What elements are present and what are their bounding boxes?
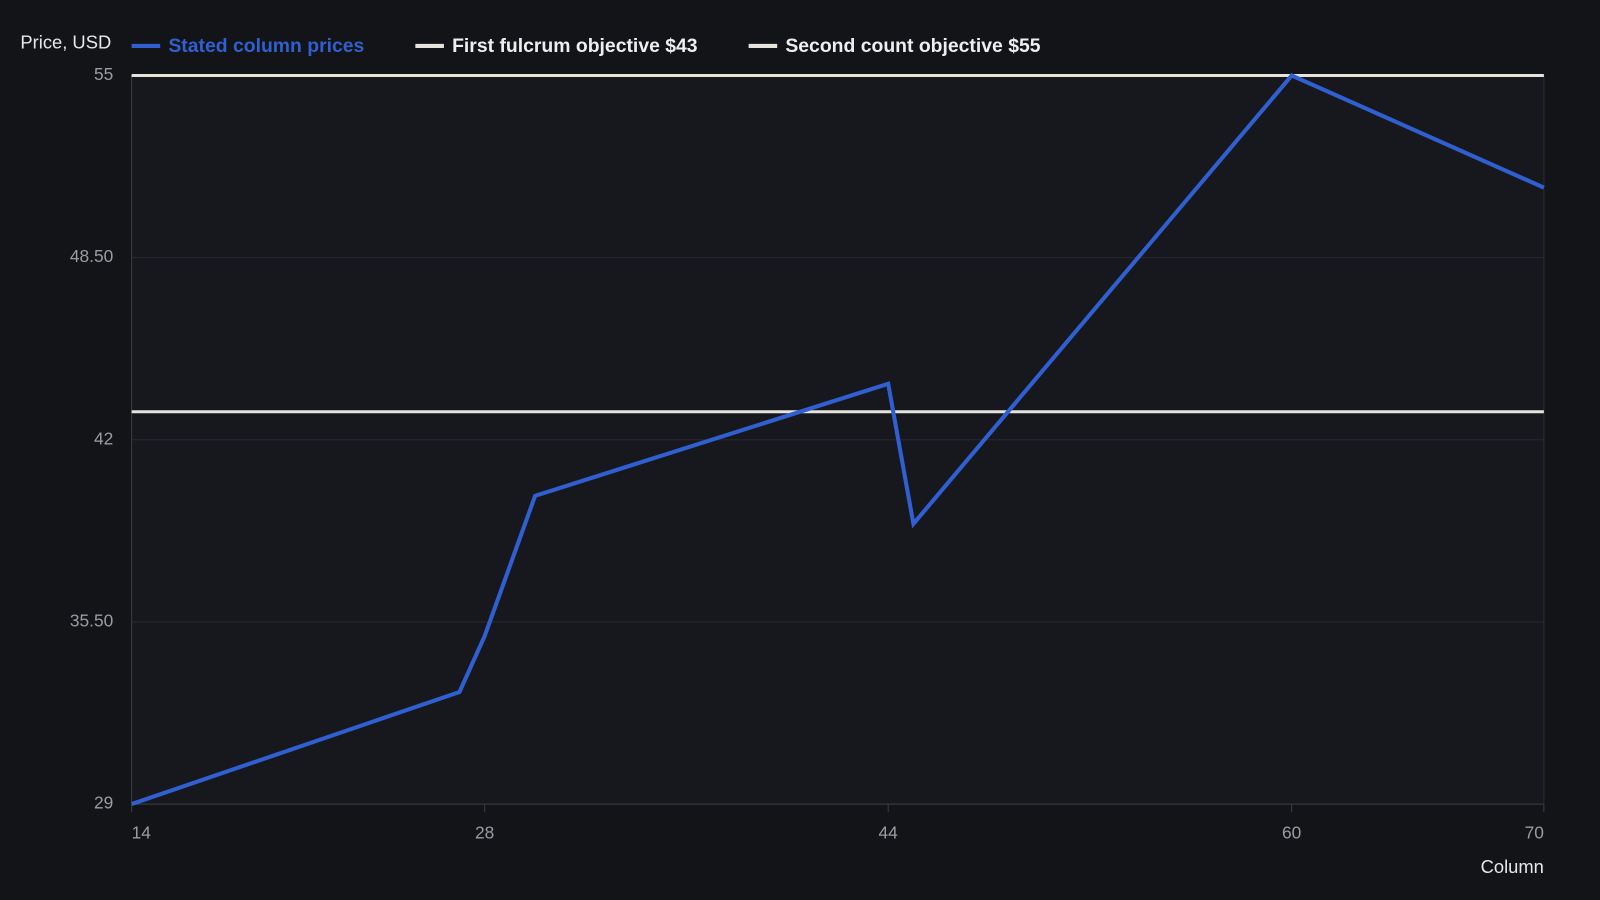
data-line <box>130 73 1545 807</box>
x-tick-label: 14 <box>132 822 152 842</box>
x-tick-label: 28 <box>475 822 494 842</box>
y-tick-label: 29 <box>94 793 113 813</box>
y-tick-label: 42 <box>94 428 113 448</box>
x-axis-label: Column <box>1481 856 1544 877</box>
y-tick-label: 35.50 <box>70 611 113 631</box>
x-tick-label: 70 <box>1525 822 1544 842</box>
legend-label: Second count objective $55 <box>785 35 1040 57</box>
x-tick-label: 44 <box>879 822 899 842</box>
legend-label: First fulcrum objective $43 <box>452 35 698 57</box>
y-tick-label: 48.50 <box>70 246 113 266</box>
y-axis-label: Price, USD <box>20 32 111 53</box>
legend-label: Stated column prices <box>168 35 364 57</box>
y-tick-label: 55 <box>94 64 113 84</box>
x-tick-label: 60 <box>1282 822 1301 842</box>
